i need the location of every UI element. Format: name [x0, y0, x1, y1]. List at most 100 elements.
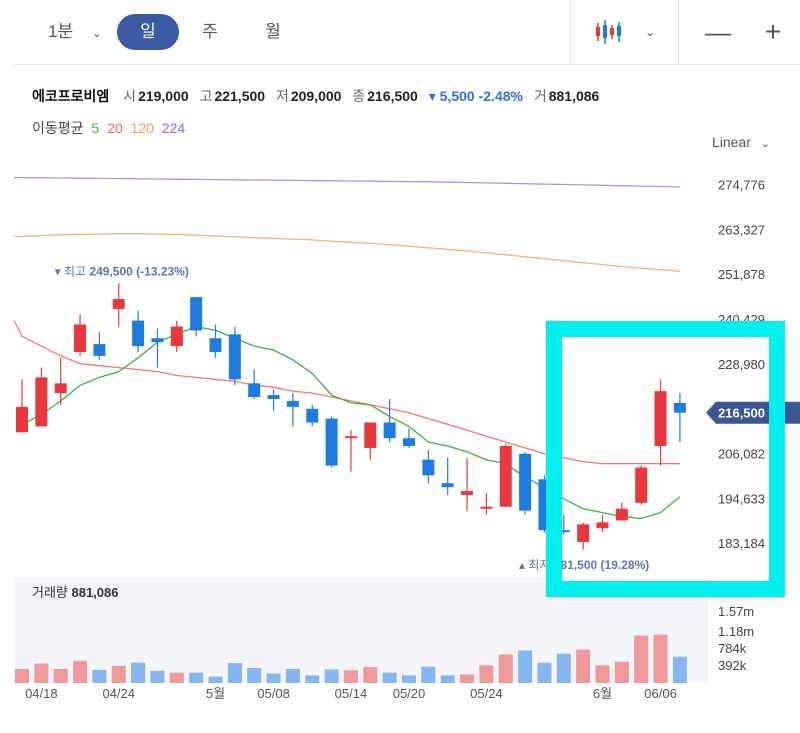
x-axis-tick-label: 05/14	[335, 686, 368, 701]
volume-panel-latest: 881,086	[72, 585, 119, 600]
scale-mode-label: Linear	[711, 134, 751, 150]
volume-bar	[34, 663, 49, 683]
candle-body	[499, 445, 512, 507]
ma-legend-5[interactable]: 5	[91, 120, 100, 136]
candle-body	[54, 383, 67, 394]
volume-bar	[518, 650, 533, 683]
volume-bar	[672, 656, 687, 683]
candle-body	[615, 508, 628, 521]
scale-mode-dropdown[interactable]: Linear ⌄	[712, 134, 770, 150]
ma-legend-label: 이동평균	[32, 120, 84, 136]
x-axis-tick-label: 04/24	[102, 686, 135, 701]
tab-day[interactable]: 일	[117, 14, 179, 50]
volume-bar	[73, 660, 88, 683]
x-axis-tick-label: 05/20	[393, 686, 426, 701]
volume-bar	[92, 669, 107, 683]
current-price-label: 216,500	[718, 406, 765, 421]
volume-bar	[440, 675, 455, 683]
candle-body	[190, 297, 203, 331]
zoom-in-button[interactable]: +	[764, 16, 782, 47]
ma-legend-20[interactable]: 20	[107, 120, 123, 136]
chart-type-button[interactable]: ⌄	[585, 14, 675, 50]
x-axis-tick-label: 5월	[206, 686, 225, 701]
volume-bar	[460, 674, 475, 683]
zoom-out-button[interactable]: —	[705, 17, 731, 47]
chevron-down-icon: ⌄	[760, 138, 770, 150]
volume-bar	[53, 668, 68, 683]
candle-body	[93, 344, 106, 356]
volume-axis-tick-label: 784k	[718, 641, 747, 656]
tab-week[interactable]: 주	[202, 22, 218, 41]
price-axis-tick-label: 274,776	[718, 177, 765, 192]
x-axis-tick-label: 06/06	[644, 686, 677, 701]
volume-bar	[343, 670, 358, 683]
candle-body	[151, 338, 164, 343]
ma-legend-224[interactable]: 224	[161, 120, 186, 136]
highlight-box	[546, 321, 785, 597]
volume-bar	[150, 670, 165, 683]
minute-interval-dropdown[interactable]: 1분 ⌄	[40, 14, 110, 50]
volume-bar	[111, 665, 126, 683]
candle-body	[74, 324, 87, 352]
candle-body	[557, 530, 570, 533]
chart-toolbar: 1분 ⌄ 일 주 월 ⌄ — +	[0, 0, 800, 64]
high-value: 221,500	[214, 88, 266, 104]
volume-bar	[266, 673, 281, 683]
candle-body	[383, 422, 396, 439]
volume-bar	[382, 672, 397, 683]
volume-bar	[285, 668, 300, 683]
volume-bar	[537, 662, 552, 683]
ma-legend-120[interactable]: 120	[130, 120, 154, 136]
volume-bar	[208, 676, 223, 683]
candle-body	[596, 522, 609, 529]
candle-body	[112, 299, 125, 309]
price-axis-tick-label: 251,878	[718, 267, 765, 282]
candle-body	[306, 408, 319, 423]
low-marker-label: ▴ 최저 181,500 (19.28%)	[519, 558, 649, 572]
volume-bar	[15, 668, 29, 683]
price-axis-tick-label: 228,980	[718, 357, 765, 372]
candle-body	[403, 438, 415, 446]
open-label: 시	[123, 88, 137, 104]
candle-body	[654, 391, 667, 446]
toolbar-divider	[678, 0, 679, 64]
tab-month[interactable]: 월	[265, 22, 281, 41]
candle-body	[344, 436, 357, 439]
candle-body	[248, 383, 261, 398]
moving-average-legend: 이동평균 5 20 120 224	[32, 118, 189, 138]
toolbar-divider	[570, 0, 571, 64]
volume-label: 거	[533, 88, 547, 104]
volume-bar	[402, 675, 416, 683]
candle-body	[673, 402, 686, 413]
candle-body	[325, 418, 338, 466]
volume-bar	[498, 654, 513, 683]
candle-body	[132, 320, 145, 347]
candle-body	[286, 400, 299, 407]
ma5-line	[21, 325, 681, 520]
volume-bar	[634, 635, 649, 683]
close-value: 216,500	[367, 88, 418, 104]
toolbar-bottom-border	[14, 64, 800, 65]
volume-bar	[556, 653, 571, 683]
price-axis-tick-label: 206,082	[718, 447, 765, 462]
candle-body	[577, 524, 590, 542]
price-summary: 에코프로비엠 시 219,000 고 221,500 저 209,000 종 216,5…	[32, 86, 606, 106]
candle-body	[209, 338, 222, 352]
price-change: ▾ 5,500 -2.48%	[428, 88, 523, 104]
close-label: 종	[352, 88, 366, 104]
x-axis-tick-label: 04/18	[25, 686, 58, 701]
price-axis-tick-label: 183,184	[718, 536, 765, 551]
ma224-line	[14, 176, 680, 188]
volume-bar	[131, 662, 146, 683]
ma120-line	[14, 233, 680, 272]
volume-bar	[305, 675, 320, 683]
x-axis-tick-label: 6월	[593, 686, 612, 701]
volume-bar	[653, 634, 668, 683]
volume-axis-tick-label: 1.18m	[718, 624, 754, 639]
volume-bar	[324, 669, 339, 683]
candle-body	[635, 467, 648, 503]
low-marker-value: 181,500 (19.28%)	[554, 558, 649, 572]
candle-body	[170, 326, 183, 347]
candle-body	[16, 406, 28, 433]
